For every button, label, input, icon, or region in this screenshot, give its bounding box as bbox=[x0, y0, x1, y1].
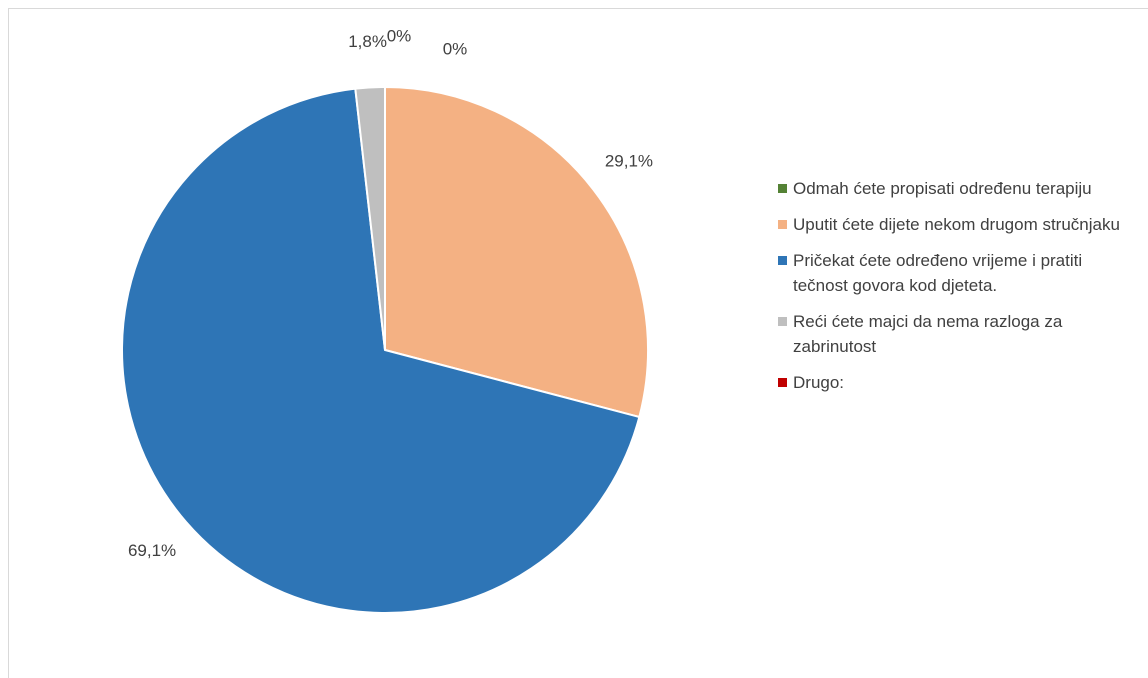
data-label: 69,1% bbox=[128, 541, 176, 560]
pie-slice bbox=[121, 87, 641, 614]
legend-swatch bbox=[778, 184, 787, 193]
data-label: 0% bbox=[387, 26, 412, 45]
data-label: 0% bbox=[443, 39, 468, 58]
legend-swatch bbox=[778, 256, 787, 265]
data-label: 29,1% bbox=[605, 151, 653, 170]
legend-swatch bbox=[778, 317, 787, 326]
legend-label: Drugo: bbox=[793, 373, 845, 392]
legend-swatch bbox=[778, 220, 787, 229]
legend-item: Pričekat ćete određeno vrijeme i pratiti… bbox=[778, 248, 1138, 298]
legend-item: Uputit ćete dijete nekom drugom stručnja… bbox=[778, 212, 1138, 237]
legend-label: Uputit ćete dijete nekom drugom stručnja… bbox=[793, 215, 1120, 234]
legend-label: Reći ćete majci da nema razloga za zabri… bbox=[793, 312, 1063, 356]
pie-slice bbox=[384, 85, 649, 419]
legend-label: Odmah ćete propisati određenu terapiju bbox=[793, 179, 1092, 198]
legend-item: Reći ćete majci da nema razloga za zabri… bbox=[778, 309, 1138, 359]
legend-swatch bbox=[778, 378, 787, 387]
data-label: 1,8% bbox=[348, 32, 387, 51]
chart-border bbox=[8, 8, 1148, 678]
legend-item: Drugo: bbox=[778, 370, 1138, 395]
legend-label: Pričekat ćete određeno vrijeme i pratiti… bbox=[793, 251, 1083, 295]
legend: Odmah ćete propisati određenu terapiju Up… bbox=[778, 176, 1138, 406]
legend-item: Odmah ćete propisati određenu terapiju bbox=[778, 176, 1138, 201]
